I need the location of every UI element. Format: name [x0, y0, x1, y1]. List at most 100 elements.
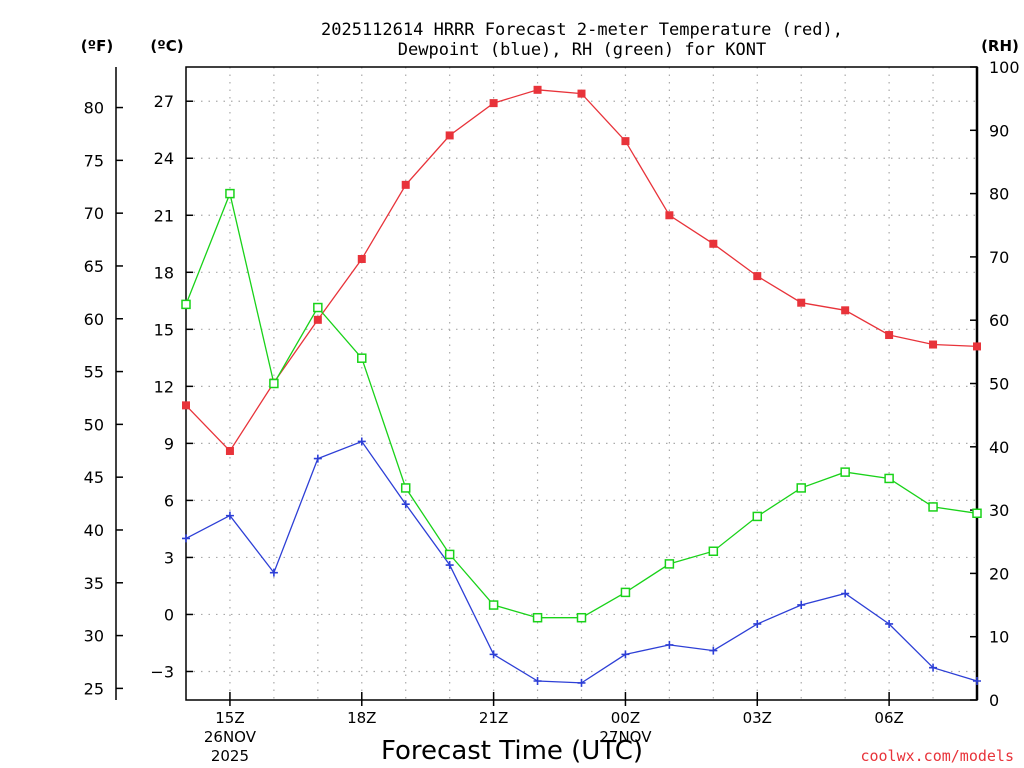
chart-title-line1: 2025112614 HRRR Forecast 2-meter Tempera…	[321, 20, 843, 40]
rh-tick-label: 100	[989, 58, 1020, 77]
fahrenheit-tick-label: 50	[84, 415, 104, 434]
dewpoint-point	[577, 678, 586, 687]
rh-point	[357, 353, 367, 363]
grid-layer	[186, 67, 977, 700]
2-meter-temperature-point	[753, 272, 762, 281]
rh-point	[620, 587, 631, 598]
chart-title-line2: Dewpoint (blue), RH (green) for KONT	[398, 40, 766, 60]
fahrenheit-tick-label: 75	[84, 151, 104, 170]
fahrenheit-tick-label: 65	[84, 257, 104, 276]
celsius-tick-label: 0	[164, 605, 174, 624]
rh-tick-label: 70	[989, 248, 1009, 267]
2-meter-temperature-point	[841, 306, 850, 315]
rh-point	[225, 188, 235, 199]
rh-point	[181, 299, 191, 310]
x-axis-title: Forecast Time (UTC)	[381, 736, 643, 766]
2-meter-temperature-point	[533, 85, 542, 94]
fahrenheit-tick-label: 30	[84, 627, 104, 646]
x-tick-label: 18Z	[347, 709, 376, 727]
rh-point	[972, 508, 982, 519]
celsius-tick-label: 21	[154, 206, 174, 225]
rh-tick-label: 60	[989, 311, 1009, 330]
fahrenheit-tick-label: 40	[84, 521, 104, 540]
dewpoint-point	[225, 511, 234, 520]
fahrenheit-tick-label: 35	[84, 574, 104, 593]
series-layer	[181, 85, 982, 687]
fahrenheit-tick-label: 70	[84, 204, 104, 223]
2-meter-temperature-point	[885, 331, 894, 340]
dewpoint-point	[489, 650, 498, 659]
2-meter-temperature-point	[929, 340, 938, 349]
rh-tick-label: 40	[989, 438, 1009, 457]
dewpoint-point	[665, 640, 674, 649]
2-meter-temperature-point	[973, 342, 981, 351]
rh-point	[664, 559, 675, 569]
dewpoint-point	[182, 534, 190, 543]
celsius-tick-label: 24	[154, 149, 174, 168]
dewpoint-series	[182, 437, 981, 687]
rh-tick-label: 10	[989, 628, 1009, 647]
fahrenheit-tick-label: 80	[84, 99, 104, 118]
dewpoint-point	[533, 676, 542, 685]
rh-unit-label: (RH)	[981, 37, 1019, 55]
celsius-tick-label: −3	[150, 662, 174, 681]
fahrenheit-unit-label: (ºF)	[81, 37, 113, 55]
rh-point	[488, 600, 499, 610]
2-meter-temperature-series	[182, 85, 981, 455]
rh-tick-label: 50	[989, 375, 1009, 394]
rh-point	[928, 502, 938, 512]
dewpoint-point	[973, 676, 981, 685]
2-meter-temperature-point	[665, 211, 674, 220]
2-meter-temperature-point	[489, 99, 498, 108]
rh-tick-label: 0	[989, 691, 999, 710]
rh-point	[840, 467, 850, 477]
fahrenheit-tick-label: 45	[84, 468, 104, 487]
dewpoint-point	[313, 454, 322, 463]
dewpoint-point	[929, 663, 938, 672]
dewpoint-point	[885, 619, 894, 628]
x-tick-label: 03Z	[743, 709, 772, 727]
2-meter-temperature-point	[577, 89, 586, 98]
celsius-tick-label: 3	[164, 548, 174, 567]
x-tick-label: 00Z	[611, 709, 640, 727]
rh-tick-label: 30	[989, 501, 1009, 520]
2-meter-temperature-point	[182, 401, 190, 410]
2-meter-temperature-point	[797, 298, 806, 307]
dewpoint-point	[401, 500, 410, 509]
dewpoint-point	[797, 600, 806, 609]
axes-layer: 8075706560555045403530252724211815129630…	[84, 58, 1020, 765]
x-tick-label: 21Z	[479, 709, 508, 727]
rh-point	[313, 302, 323, 313]
dewpoint-point	[709, 646, 718, 655]
x-tick-year-label: 2025	[211, 747, 249, 765]
rh-point	[796, 483, 806, 493]
celsius-tick-label: 9	[164, 434, 174, 453]
rh-point	[752, 511, 763, 522]
celsius-tick-label: 6	[164, 491, 174, 510]
rh-point	[269, 378, 279, 389]
dewpoint-point	[841, 589, 850, 598]
x-tick-label: 15Z	[215, 709, 244, 727]
dewpoint-point	[269, 568, 278, 577]
2-meter-temperature-point	[313, 315, 322, 324]
x-tick-label: 06Z	[874, 709, 903, 727]
2-meter-temperature-point	[225, 446, 234, 455]
x-tick-date-label: 27NOV	[599, 728, 652, 746]
rh-point	[576, 612, 587, 623]
fahrenheit-tick-label: 55	[84, 363, 104, 382]
x-tick-date-label: 26NOV	[204, 728, 257, 746]
rh-tick-label: 20	[989, 564, 1009, 583]
2-meter-temperature-point	[401, 180, 410, 189]
fahrenheit-tick-label: 60	[84, 310, 104, 329]
rh-point	[708, 546, 719, 556]
rh-tick-label: 90	[989, 121, 1009, 140]
dewpoint-point	[357, 437, 366, 446]
rh-series	[181, 188, 982, 623]
celsius-tick-label: 15	[154, 320, 174, 339]
2-meter-temperature-point	[445, 131, 454, 140]
rh-tick-label: 80	[989, 185, 1009, 204]
2-meter-temperature-point	[357, 254, 366, 263]
2-meter-temperature-point	[709, 239, 718, 248]
credit-label: coolwx.com/models	[860, 747, 1014, 765]
